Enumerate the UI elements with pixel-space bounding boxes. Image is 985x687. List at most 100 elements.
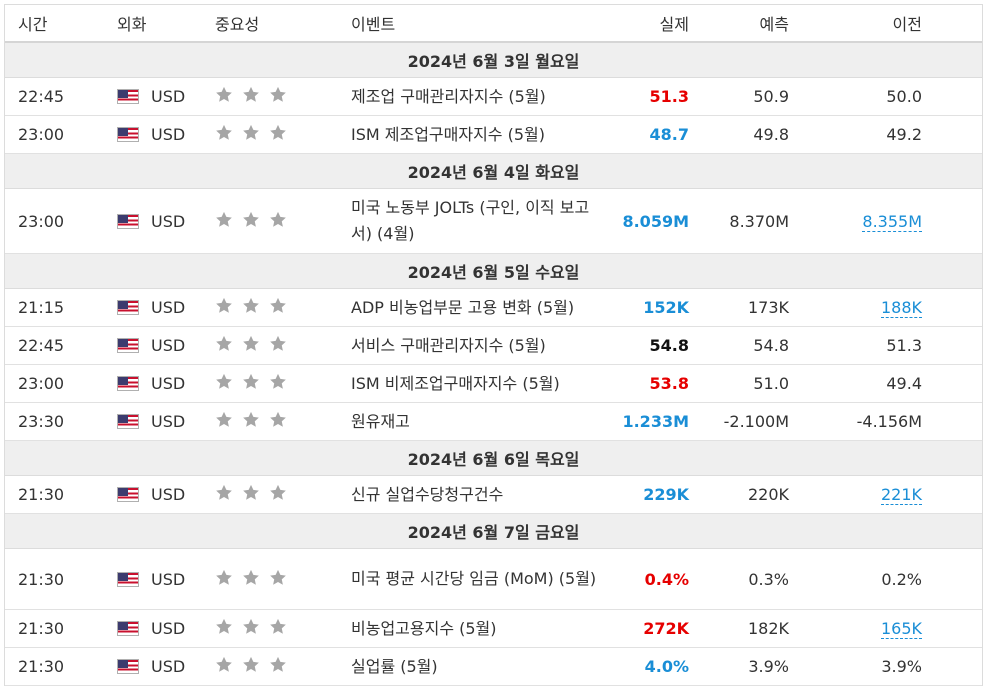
importance-stars bbox=[215, 124, 287, 141]
event-row[interactable]: 22:45 USD 제조업 구매관리자지수 (5월) 51.3 50.9 50.0 bbox=[5, 77, 982, 116]
event-currency: USD bbox=[151, 485, 186, 504]
star-icon bbox=[215, 86, 233, 103]
event-previous: 49.2 bbox=[886, 125, 922, 144]
event-time: 21:30 bbox=[5, 548, 105, 610]
us-flag-icon bbox=[117, 127, 139, 142]
event-name[interactable]: 미국 노동부 JOLTs (구인, 이직 보고서) (4월) bbox=[335, 188, 599, 254]
star-icon bbox=[242, 211, 260, 228]
date-label: 2024년 6월 7일 금요일 bbox=[5, 513, 982, 549]
importance-stars bbox=[215, 335, 287, 352]
star-icon bbox=[242, 86, 260, 103]
header-event[interactable]: 이벤트 bbox=[335, 5, 599, 43]
event-name[interactable]: 미국 평균 시간당 임금 (MoM) (5월) bbox=[335, 548, 599, 610]
star-icon bbox=[242, 335, 260, 352]
event-actual: 229K bbox=[643, 485, 689, 504]
calendar-table: 시간 외화 중요성 이벤트 실제 예측 이전 2024년 6월 3일 월요일 22… bbox=[5, 5, 982, 686]
star-icon bbox=[215, 335, 233, 352]
event-name[interactable]: ADP 비농업부문 고용 변화 (5월) bbox=[335, 288, 599, 327]
event-name[interactable]: 원유재고 bbox=[335, 402, 599, 441]
event-currency-cell: USD bbox=[105, 475, 203, 514]
header-forecast[interactable]: 예측 bbox=[711, 5, 811, 43]
event-time: 21:30 bbox=[5, 647, 105, 686]
event-name[interactable]: 신규 실업수당청구건수 bbox=[335, 475, 599, 514]
date-row: 2024년 6월 7일 금요일 bbox=[5, 513, 982, 549]
flag-canton bbox=[118, 214, 128, 223]
event-row[interactable]: 22:45 USD 서비스 구매관리자지수 (5월) 54.8 54.8 51.3 bbox=[5, 326, 982, 365]
event-row[interactable]: 23:30 USD 원유재고 1.233M -2.100M -4.156M bbox=[5, 402, 982, 441]
event-forecast: 220K bbox=[711, 475, 811, 514]
us-flag-icon bbox=[117, 571, 139, 587]
star-icon bbox=[269, 484, 287, 501]
event-name[interactable]: 서비스 구매관리자지수 (5월) bbox=[335, 326, 599, 365]
star-icon bbox=[269, 211, 287, 228]
event-forecast: 3.9% bbox=[711, 647, 811, 686]
importance-stars bbox=[215, 211, 287, 228]
star-icon bbox=[215, 484, 233, 501]
event-name[interactable]: ISM 비제조업구매자지수 (5월) bbox=[335, 364, 599, 403]
event-row[interactable]: 21:15 USD ADP 비농업부문 고용 변화 (5월) 152K 173K 188K bbox=[5, 288, 982, 327]
us-flag-icon bbox=[117, 300, 139, 315]
event-forecast: 51.0 bbox=[711, 364, 811, 403]
event-forecast: 50.9 bbox=[711, 77, 811, 116]
event-currency-cell: USD bbox=[105, 288, 203, 327]
star-icon bbox=[215, 656, 233, 673]
event-currency: USD bbox=[151, 657, 186, 676]
star-icon bbox=[215, 297, 233, 314]
header-importance[interactable]: 중요성 bbox=[203, 5, 335, 43]
date-label: 2024년 6월 3일 월요일 bbox=[5, 42, 982, 78]
header-currency[interactable]: 외화 bbox=[105, 5, 203, 43]
event-importance bbox=[203, 188, 335, 254]
event-time: 23:00 bbox=[5, 188, 105, 254]
event-previous: 0.2% bbox=[881, 569, 922, 589]
event-row[interactable]: 23:00 USD ISM 제조업구매자지수 (5월) 48.7 49.8 49.2 bbox=[5, 115, 982, 154]
star-icon bbox=[215, 124, 233, 141]
star-icon bbox=[242, 569, 260, 586]
us-flag-icon bbox=[117, 487, 139, 502]
star-icon bbox=[269, 569, 287, 586]
star-icon bbox=[215, 211, 233, 228]
event-forecast: 54.8 bbox=[711, 326, 811, 365]
header-time[interactable]: 시간 bbox=[5, 5, 105, 43]
event-actual: 1.233M bbox=[622, 412, 689, 431]
event-forecast: 173K bbox=[711, 288, 811, 327]
event-previous-revised-link[interactable]: 221K bbox=[880, 485, 922, 505]
importance-stars bbox=[215, 569, 287, 586]
flag-canton bbox=[118, 415, 128, 423]
event-row[interactable]: 23:00 USD ISM 비제조업구매자지수 (5월) 53.8 51.0 49.4 bbox=[5, 364, 982, 403]
importance-stars bbox=[215, 297, 287, 314]
event-row[interactable]: 23:00 USD 미국 노동부 JOLTs (구인, 이직 보고서) (4월) 8.… bbox=[5, 188, 982, 254]
event-name[interactable]: 비농업고용지수 (5월) bbox=[335, 609, 599, 648]
event-name[interactable]: 실업률 (5월) bbox=[335, 647, 599, 686]
event-currency: USD bbox=[151, 374, 186, 393]
event-forecast: -2.100M bbox=[711, 402, 811, 441]
importance-stars bbox=[215, 411, 287, 428]
event-previous: 3.9% bbox=[881, 657, 922, 676]
event-previous-revised-link[interactable]: 188K bbox=[880, 298, 922, 318]
event-actual-cell: 1.233M bbox=[599, 402, 711, 441]
star-icon bbox=[269, 656, 287, 673]
event-name[interactable]: 제조업 구매관리자지수 (5월) bbox=[335, 77, 599, 116]
event-currency: USD bbox=[151, 125, 186, 144]
event-row[interactable]: 21:30 USD 신규 실업수당청구건수 229K 220K 221K bbox=[5, 475, 982, 514]
event-importance bbox=[203, 548, 335, 610]
event-previous-revised-link[interactable]: 165K bbox=[880, 619, 922, 639]
table-body: 2024년 6월 3일 월요일 22:45 USD 제조업 구매관리자지수 (5월) 5… bbox=[5, 42, 982, 686]
event-previous-revised-link[interactable]: 8.355M bbox=[862, 211, 922, 232]
date-label: 2024년 6월 4일 화요일 bbox=[5, 153, 982, 189]
economic-calendar: 시간 외화 중요성 이벤트 실제 예측 이전 2024년 6월 3일 월요일 22… bbox=[4, 4, 983, 686]
event-row[interactable]: 21:30 USD 미국 평균 시간당 임금 (MoM) (5월) 0.4% 0.3% 0… bbox=[5, 548, 982, 610]
event-time: 23:30 bbox=[5, 402, 105, 441]
event-actual: 152K bbox=[643, 298, 689, 317]
event-row[interactable]: 21:30 USD 비농업고용지수 (5월) 272K 182K 165K bbox=[5, 609, 982, 648]
event-forecast: 0.3% bbox=[711, 548, 811, 610]
star-icon bbox=[269, 411, 287, 428]
event-name[interactable]: ISM 제조업구매자지수 (5월) bbox=[335, 115, 599, 154]
us-flag-icon bbox=[117, 338, 139, 353]
header-actual[interactable]: 실제 bbox=[599, 5, 711, 43]
event-currency: USD bbox=[151, 87, 186, 106]
event-currency: USD bbox=[151, 412, 186, 431]
event-actual: 53.8 bbox=[649, 374, 689, 393]
event-row[interactable]: 21:30 USD 실업률 (5월) 4.0% 3.9% 3.9% bbox=[5, 647, 982, 686]
event-previous-cell: -4.156M bbox=[811, 402, 982, 441]
header-previous[interactable]: 이전 bbox=[811, 5, 982, 43]
